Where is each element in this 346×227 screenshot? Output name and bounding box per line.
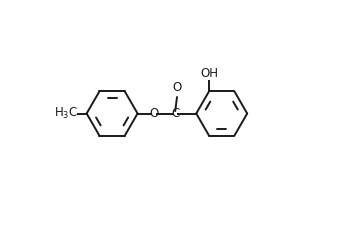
- Text: H$_3$C: H$_3$C: [54, 106, 78, 121]
- Text: C: C: [171, 107, 179, 120]
- Text: OH: OH: [200, 67, 218, 80]
- Text: O: O: [149, 107, 159, 120]
- Text: O: O: [172, 81, 182, 94]
